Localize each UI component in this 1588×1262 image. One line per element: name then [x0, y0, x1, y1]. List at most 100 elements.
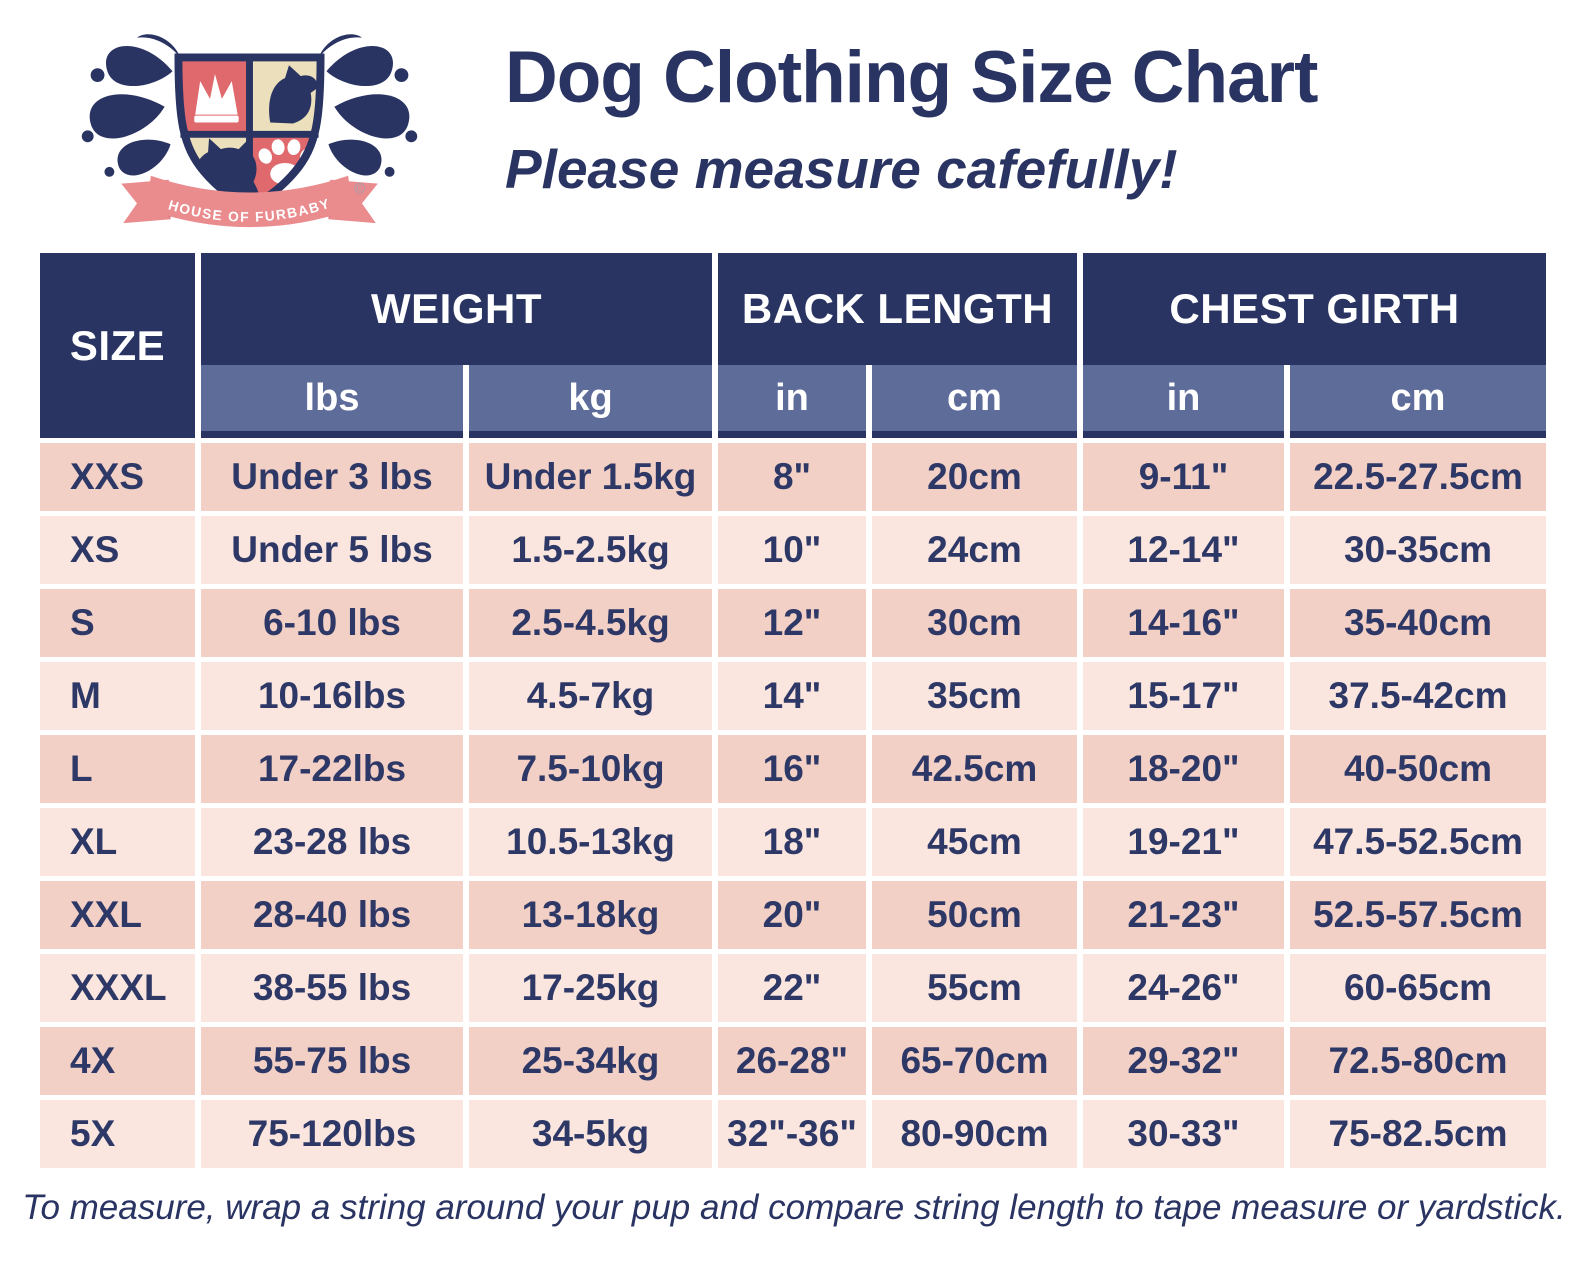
heading-block: Dog Clothing Size Chart Please measure c… — [505, 37, 1318, 201]
cell-weight-lbs: 6-10 lbs — [201, 589, 463, 657]
dog-icon — [269, 65, 318, 124]
cell-chest-girth-in: 24-26" — [1083, 954, 1284, 1022]
cell-weight-lbs: 55-75 lbs — [201, 1027, 463, 1095]
cell-back-length-in: 10" — [718, 516, 866, 584]
cell-size: XXL — [40, 881, 195, 949]
cell-weight-kg: 17-25kg — [469, 954, 712, 1022]
flourish-right — [318, 34, 418, 177]
cell-size: XS — [40, 516, 195, 584]
column-header-back-length: BACK LENGTH — [718, 253, 1077, 365]
size-table-header: SIZE WEIGHT BACK LENGTH CHEST GIRTH lbs … — [40, 253, 1546, 438]
cell-weight-lbs: Under 5 lbs — [201, 516, 463, 584]
cell-weight-kg: 7.5-10kg — [469, 735, 712, 803]
table-row: 5X 75-120lbs 34-5kg 32"-36" 80-90cm 30-3… — [40, 1100, 1546, 1168]
cell-chest-girth-cm: 72.5-80cm — [1290, 1027, 1546, 1095]
cell-back-length-cm: 50cm — [872, 881, 1077, 949]
subheader-chest-girth-cm: cm — [1290, 365, 1546, 438]
cell-chest-girth-cm: 52.5-57.5cm — [1290, 881, 1546, 949]
cell-chest-girth-cm: 60-65cm — [1290, 954, 1546, 1022]
cell-back-length-cm: 24cm — [872, 516, 1077, 584]
table-row: L 17-22lbs 7.5-10kg 16" 42.5cm 18-20" 40… — [40, 735, 1546, 803]
subheader-weight-lbs: lbs — [201, 365, 463, 438]
cell-back-length-cm: 30cm — [872, 589, 1077, 657]
crown-icon — [194, 74, 239, 123]
cell-chest-girth-in: 12-14" — [1083, 516, 1284, 584]
cell-chest-girth-cm: 47.5-52.5cm — [1290, 808, 1546, 876]
table-row: XXS Under 3 lbs Under 1.5kg 8" 20cm 9-11… — [40, 443, 1546, 511]
column-header-size: SIZE — [40, 253, 195, 438]
cell-chest-girth-in: 29-32" — [1083, 1027, 1284, 1095]
cell-weight-kg: 4.5-7kg — [469, 662, 712, 730]
page-title: Dog Clothing Size Chart — [505, 37, 1318, 118]
cell-back-length-in: 12" — [718, 589, 866, 657]
cell-chest-girth-in: 18-20" — [1083, 735, 1284, 803]
cell-weight-lbs: 28-40 lbs — [201, 881, 463, 949]
ribbon-banner: HOUSE OF FURBABY — [121, 175, 378, 228]
cell-back-length-in: 8" — [718, 443, 866, 511]
table-row: M 10-16lbs 4.5-7kg 14" 35cm 15-17" 37.5-… — [40, 662, 1546, 730]
cell-back-length-cm: 35cm — [872, 662, 1077, 730]
cell-weight-lbs: 38-55 lbs — [201, 954, 463, 1022]
cell-chest-girth-in: 30-33" — [1083, 1100, 1284, 1168]
cell-weight-lbs: 10-16lbs — [201, 662, 463, 730]
cell-chest-girth-in: 19-21" — [1083, 808, 1284, 876]
subheader-weight-kg: kg — [469, 365, 712, 438]
size-table: SIZE WEIGHT BACK LENGTH CHEST GIRTH lbs … — [40, 253, 1546, 1173]
copyright-symbol: © — [354, 182, 365, 198]
cell-back-length-in: 32"-36" — [718, 1100, 866, 1168]
subheader-back-length-in: in — [718, 365, 866, 438]
table-row: 4X 55-75 lbs 25-34kg 26-28" 65-70cm 29-3… — [40, 1027, 1546, 1095]
cell-weight-lbs: 75-120lbs — [201, 1100, 463, 1168]
cell-weight-lbs: 23-28 lbs — [201, 808, 463, 876]
cell-chest-girth-cm: 75-82.5cm — [1290, 1100, 1546, 1168]
cell-back-length-cm: 55cm — [872, 954, 1077, 1022]
cell-chest-girth-in: 15-17" — [1083, 662, 1284, 730]
cell-size: XXS — [40, 443, 195, 511]
cell-weight-kg: 34-5kg — [469, 1100, 712, 1168]
cell-size: L — [40, 735, 195, 803]
flourish-left — [81, 34, 181, 177]
cell-back-length-cm: 45cm — [872, 808, 1077, 876]
cell-back-length-in: 14" — [718, 662, 866, 730]
cell-back-length-cm: 20cm — [872, 443, 1077, 511]
cell-back-length-cm: 80-90cm — [872, 1100, 1077, 1168]
cell-chest-girth-cm: 22.5-27.5cm — [1290, 443, 1546, 511]
cell-chest-girth-in: 21-23" — [1083, 881, 1284, 949]
subheader-chest-girth-in: in — [1083, 365, 1284, 438]
cell-weight-kg: 13-18kg — [469, 881, 712, 949]
cell-back-length-in: 20" — [718, 881, 866, 949]
cell-weight-kg: 10.5-13kg — [469, 808, 712, 876]
column-header-chest-girth: CHEST GIRTH — [1083, 253, 1546, 365]
cell-size: 5X — [40, 1100, 195, 1168]
column-header-weight: WEIGHT — [201, 253, 712, 365]
table-row: XL 23-28 lbs 10.5-13kg 18" 45cm 19-21" 4… — [40, 808, 1546, 876]
cell-size: S — [40, 589, 195, 657]
table-row: S 6-10 lbs 2.5-4.5kg 12" 30cm 14-16" 35-… — [40, 589, 1546, 657]
cell-chest-girth-cm: 40-50cm — [1290, 735, 1546, 803]
cell-weight-kg: Under 1.5kg — [469, 443, 712, 511]
table-row: XXXL 38-55 lbs 17-25kg 22" 55cm 24-26" 6… — [40, 954, 1546, 1022]
page-subtitle: Please measure cafefully! — [505, 137, 1178, 200]
cell-back-length-in: 18" — [718, 808, 866, 876]
cell-size: XL — [40, 808, 195, 876]
cell-weight-lbs: 17-22lbs — [201, 735, 463, 803]
cell-size: 4X — [40, 1027, 195, 1095]
house-of-furbaby-crest-logo: HOUSE OF FURBABY © — [81, 34, 418, 228]
cell-chest-girth-in: 9-11" — [1083, 443, 1284, 511]
cell-chest-girth-cm: 30-35cm — [1290, 516, 1546, 584]
cell-chest-girth-in: 14-16" — [1083, 589, 1284, 657]
cell-back-length-in: 26-28" — [718, 1027, 866, 1095]
cell-weight-kg: 25-34kg — [469, 1027, 712, 1095]
table-row: XXL 28-40 lbs 13-18kg 20" 50cm 21-23" 52… — [40, 881, 1546, 949]
cell-back-length-in: 22" — [718, 954, 866, 1022]
measuring-note: To measure, wrap a string around your pu… — [22, 1188, 1566, 1227]
cell-weight-lbs: Under 3 lbs — [201, 443, 463, 511]
cell-chest-girth-cm: 37.5-42cm — [1290, 662, 1546, 730]
cell-size: M — [40, 662, 195, 730]
cell-chest-girth-cm: 35-40cm — [1290, 589, 1546, 657]
cell-size: XXXL — [40, 954, 195, 1022]
table-row: XS Under 5 lbs 1.5-2.5kg 10" 24cm 12-14"… — [40, 516, 1546, 584]
cell-weight-kg: 2.5-4.5kg — [469, 589, 712, 657]
cell-weight-kg: 1.5-2.5kg — [469, 516, 712, 584]
